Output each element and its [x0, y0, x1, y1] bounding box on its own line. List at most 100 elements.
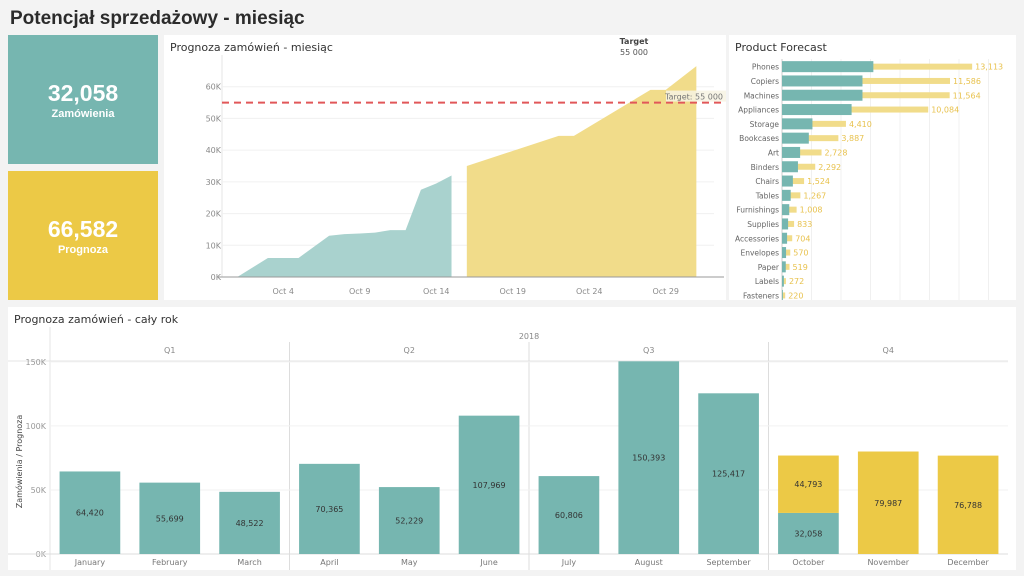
- x-tick-label: Oct 14: [423, 287, 450, 296]
- orders-bar[interactable]: [782, 75, 863, 87]
- value-label: 1,524: [807, 177, 830, 186]
- forecast-bar[interactable]: [782, 192, 801, 199]
- value-label: 833: [797, 220, 812, 229]
- forecast-bar[interactable]: [782, 120, 846, 127]
- orders-bar[interactable]: [299, 463, 360, 554]
- category-label: Copiers: [751, 77, 779, 86]
- forecast-bar[interactable]: [782, 249, 791, 256]
- orders-bar[interactable]: [538, 476, 600, 554]
- orders-bar[interactable]: [458, 415, 520, 554]
- orders-bar[interactable]: [778, 512, 839, 554]
- orders-bar[interactable]: [782, 289, 783, 300]
- value-label: 13,113: [975, 63, 1003, 72]
- product-forecast-panel: Product Forecast Phones 13,113 Copiers 11,5…: [729, 35, 1016, 300]
- category-label: Binders: [751, 163, 779, 172]
- orders-bar[interactable]: [782, 132, 809, 144]
- value-label: 10,084: [931, 106, 959, 115]
- category-label: Appliances: [738, 106, 779, 115]
- target-label: Target: 55 000: [664, 93, 723, 102]
- orders-bar[interactable]: [782, 204, 790, 216]
- orders-bar[interactable]: [782, 232, 788, 244]
- orders-bar-label: 55,699: [156, 514, 184, 523]
- orders-area[interactable]: [237, 175, 452, 277]
- category-label: Accessories: [735, 234, 779, 243]
- orders-bar[interactable]: [378, 487, 440, 554]
- kpi-orders-card[interactable]: 32,058 Zamówienia: [8, 35, 158, 164]
- y-tick-label: 50K: [206, 114, 222, 123]
- forecast-bar[interactable]: [782, 163, 816, 170]
- forecast-bar[interactable]: [782, 106, 929, 113]
- value-label: 704: [795, 234, 810, 243]
- value-label: 1,267: [803, 191, 826, 200]
- forecast-bar[interactable]: [937, 455, 999, 554]
- orders-bar[interactable]: [782, 61, 874, 73]
- value-label: 272: [789, 277, 804, 286]
- orders-bar[interactable]: [782, 175, 793, 187]
- forecast-bar[interactable]: [782, 63, 973, 70]
- orders-bar[interactable]: [782, 161, 798, 173]
- product-forecast-chart[interactable]: Phones 13,113 Copiers 11,586 Machines 11,564 A…: [729, 35, 1016, 300]
- orders-bar[interactable]: [782, 118, 813, 130]
- orders-bar-label: 60,806: [555, 511, 583, 520]
- forecast-area[interactable]: [466, 66, 697, 277]
- x-tick-label: Oct 4: [272, 287, 293, 296]
- orders-bar[interactable]: [782, 104, 852, 116]
- month-label: August: [635, 558, 663, 567]
- orders-bar[interactable]: [782, 218, 789, 230]
- value-label: 4,410: [849, 120, 872, 129]
- orders-bar[interactable]: [782, 247, 787, 259]
- forecast-bar[interactable]: [782, 278, 786, 285]
- kpi-orders-value: 32,058: [47, 79, 119, 106]
- orders-bar[interactable]: [219, 491, 280, 554]
- yearly-forecast-panel: Prognoza zamówień - cały rok 2018 Q1 Q2 Q3 Q…: [8, 307, 1016, 570]
- category-label: Supplies: [747, 220, 779, 229]
- forecast-bar[interactable]: [857, 451, 919, 554]
- orders-bar[interactable]: [782, 189, 791, 201]
- forecast-bar[interactable]: [782, 206, 797, 213]
- monthly-forecast-panel: Prognoza zamówień - miesiąc 0K 10K 20K 30K 4…: [164, 35, 726, 300]
- forecast-bar[interactable]: [782, 235, 793, 242]
- value-label: 220: [788, 291, 803, 300]
- forecast-bar[interactable]: [782, 77, 950, 84]
- month-label: December: [947, 558, 989, 567]
- month-label: May: [401, 558, 418, 567]
- monthly-forecast-chart[interactable]: 0K 10K 20K 30K 40K 50K 60K Oct 4 Oct 9 Oct 14 Oct …: [164, 35, 726, 300]
- orders-bar[interactable]: [59, 471, 121, 554]
- y-tick-label: 30K: [206, 178, 222, 187]
- category-label: Bookcases: [739, 134, 779, 143]
- forecast-bar[interactable]: [782, 92, 950, 99]
- orders-bar[interactable]: [618, 361, 680, 554]
- orders-bar[interactable]: [139, 482, 201, 554]
- month-label: October: [792, 558, 825, 567]
- month-label: April: [320, 558, 338, 567]
- forecast-bar[interactable]: [782, 135, 839, 142]
- category-label: Art: [768, 148, 779, 157]
- month-label: September: [706, 558, 751, 567]
- orders-bar[interactable]: [782, 89, 863, 101]
- product-forecast-title: Product Forecast: [735, 41, 827, 54]
- orders-bar-label: 52,229: [395, 517, 423, 526]
- month-label: February: [152, 558, 188, 567]
- orders-bar[interactable]: [782, 275, 784, 287]
- quarter-label: Q1: [164, 346, 175, 355]
- orders-bar[interactable]: [782, 261, 786, 273]
- value-label: 519: [793, 263, 808, 272]
- forecast-bar[interactable]: [782, 292, 786, 299]
- y-tick-label: 150K: [25, 358, 46, 367]
- forecast-bar[interactable]: [782, 149, 822, 156]
- orders-bar[interactable]: [782, 146, 801, 158]
- quarter-label: Q2: [404, 346, 415, 355]
- month-label: November: [867, 558, 909, 567]
- value-label: 3,887: [841, 134, 864, 143]
- forecast-bar[interactable]: [778, 455, 839, 513]
- orders-bar-label: 48,522: [236, 519, 264, 528]
- orders-bar-label: 107,969: [473, 481, 506, 490]
- x-tick-label: Oct 19: [499, 287, 526, 296]
- orders-bar[interactable]: [698, 393, 759, 554]
- forecast-bar[interactable]: [782, 178, 805, 185]
- value-label: 11,586: [953, 77, 981, 86]
- y-tick-label: 100K: [25, 422, 46, 431]
- kpi-forecast-value: 66,582: [47, 215, 119, 242]
- kpi-forecast-card[interactable]: 66,582 Prognoza: [8, 171, 158, 300]
